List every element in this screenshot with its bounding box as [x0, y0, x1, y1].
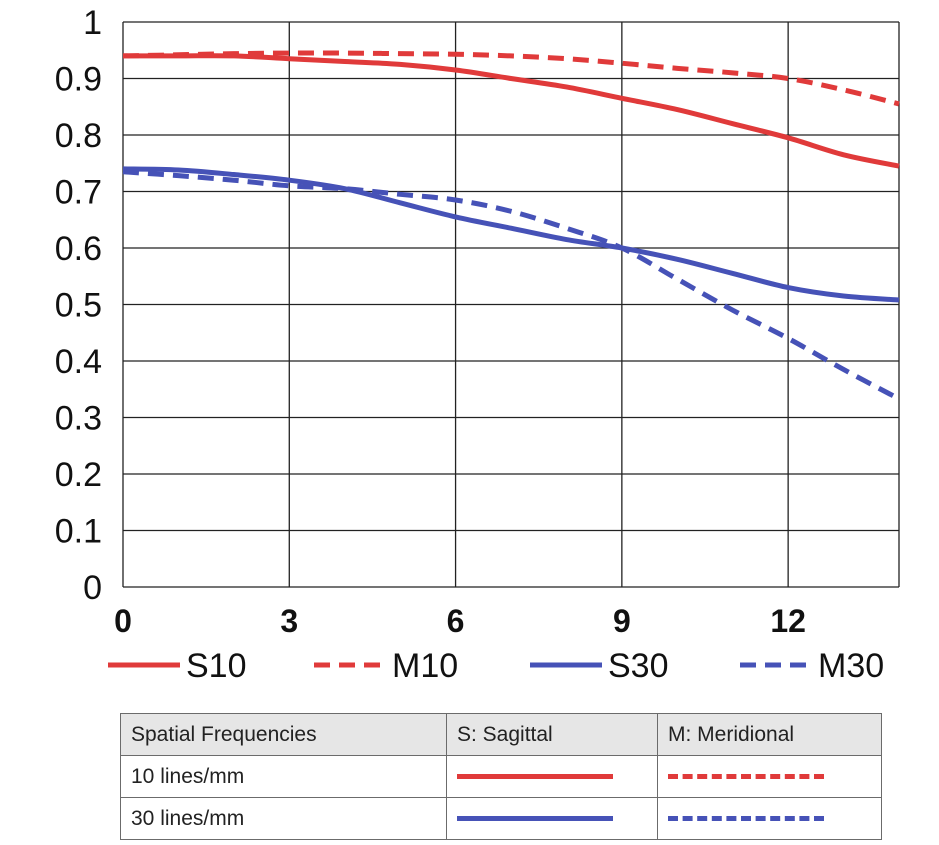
series-line-s30	[122, 166, 900, 303]
y-tick-label: 0.6	[55, 230, 102, 268]
table-row: 10 lines/mm	[120, 755, 882, 798]
s10-swatch	[457, 774, 613, 780]
mtf-chart: 0 0.1 0.2 0.3 0.4 0.5 0.6 0.7 0.8 0.9 1 0 3 6 9 12 S10 M1…	[55, 4, 901, 685]
swatch-s30-cell	[446, 797, 658, 840]
x-tick-label: 6	[447, 603, 465, 639]
row-label-10: 10 lines/mm	[120, 755, 447, 798]
spatial-frequency-table: Spatial Frequencies S: Sagittal M: Merid…	[120, 713, 882, 840]
series-line-s10	[123, 53, 900, 169]
y-tick-label: 0.3	[55, 400, 102, 438]
y-tick-label: 1	[83, 4, 102, 42]
y-tick-label: 0.1	[55, 513, 102, 551]
header-meridional: M: Meridional	[657, 713, 882, 756]
s30-swatch	[457, 816, 613, 822]
y-tick-label: 0	[83, 569, 102, 607]
table-row: 30 lines/mm	[120, 797, 882, 840]
swatch-m30-cell	[657, 797, 882, 840]
y-tick-label: 0.2	[55, 456, 102, 494]
y-tick-label: 0.8	[55, 117, 102, 155]
legend-label-s10: S10	[186, 647, 247, 685]
header-spatial-frequencies: Spatial Frequencies	[120, 713, 447, 756]
y-tick-label: 0.4	[55, 343, 102, 381]
y-tick-label: 0.5	[55, 287, 102, 325]
y-tick-label: 0.9	[55, 61, 102, 99]
series-line-m10	[122, 50, 900, 107]
legend-label-m30: M30	[818, 647, 884, 685]
header-sagittal: S: Sagittal	[446, 713, 658, 756]
table-header-row: Spatial Frequencies S: Sagittal M: Merid…	[120, 713, 882, 756]
x-tick-label: 3	[280, 603, 298, 639]
x-tick-label: 12	[770, 603, 806, 639]
row-label-30: 30 lines/mm	[120, 797, 447, 840]
series-line-m30	[122, 169, 901, 402]
swatch-s10-cell	[446, 755, 658, 798]
swatch-m10-cell	[657, 755, 882, 798]
legend-label-s30: S30	[608, 647, 669, 685]
x-tick-label: 9	[613, 603, 631, 639]
m30-swatch	[668, 816, 824, 822]
y-tick-label: 0.7	[55, 174, 102, 212]
legend-label-m10: M10	[392, 647, 458, 685]
x-tick-label: 0	[114, 603, 132, 639]
m10-swatch	[668, 774, 824, 780]
